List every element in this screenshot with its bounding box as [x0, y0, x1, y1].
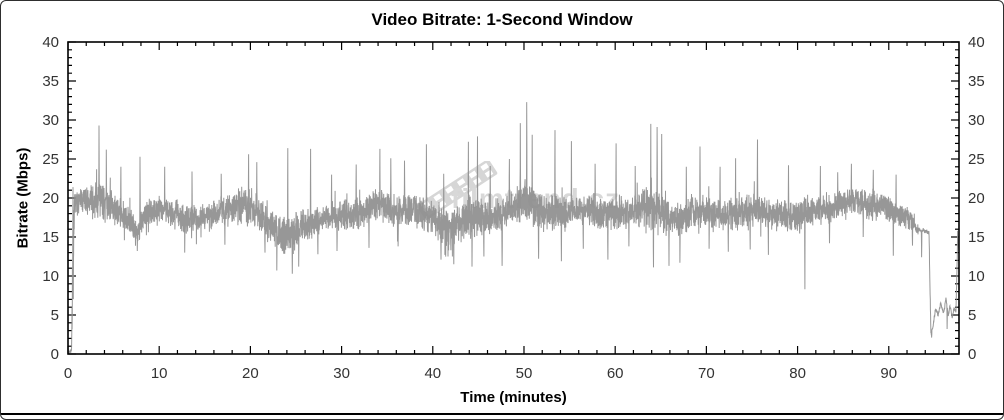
x-tick-label: 40 [424, 365, 441, 382]
y-tick-label-right: 10 [968, 268, 985, 285]
y-tick-label-right: 20 [968, 190, 985, 207]
plot-frame [67, 41, 960, 355]
y-tick-label-right: 30 [968, 112, 985, 129]
y-tick-label-left: 35 [42, 73, 59, 90]
y-tick-label-right: 40 [968, 34, 985, 51]
bottom-rule [1, 413, 1003, 415]
x-tick-label: 10 [151, 365, 168, 382]
bitrate-trace [67, 102, 960, 354]
y-tick-label-right: 15 [968, 229, 985, 246]
x-tick-label: 90 [880, 365, 897, 382]
y-tick-label-left: 0 [51, 346, 59, 363]
x-tick-label: 80 [789, 365, 806, 382]
y-tick-label-right: 25 [968, 151, 985, 168]
y-tick-label-left: 20 [42, 190, 59, 207]
y-tick-label-left: 10 [42, 268, 59, 285]
y-axis-title: Bitrate (Mbps) [14, 147, 32, 249]
y-tick-label-left: 30 [42, 112, 59, 129]
y-tick-label-left: 40 [42, 34, 59, 51]
y-tick-label-right: 5 [968, 307, 976, 324]
x-tick-label: 50 [516, 365, 533, 382]
y-tick-label-left: 15 [42, 229, 59, 246]
y-tick-label-left: 25 [42, 151, 59, 168]
x-tick-label: 20 [242, 365, 259, 382]
x-tick-label: 30 [333, 365, 350, 382]
y-tick-label-left: 5 [51, 307, 59, 324]
axis-ticks [67, 41, 959, 355]
x-axis-title: Time (minutes) [460, 389, 567, 406]
y-tick-label-right: 35 [968, 73, 985, 90]
x-tick-label: 60 [607, 365, 624, 382]
x-tick-label: 70 [698, 365, 715, 382]
chart-title: Video Bitrate: 1-Second Window [371, 10, 633, 29]
y-tick-label-right: 0 [968, 346, 976, 363]
x-tick-label: 0 [64, 365, 72, 382]
